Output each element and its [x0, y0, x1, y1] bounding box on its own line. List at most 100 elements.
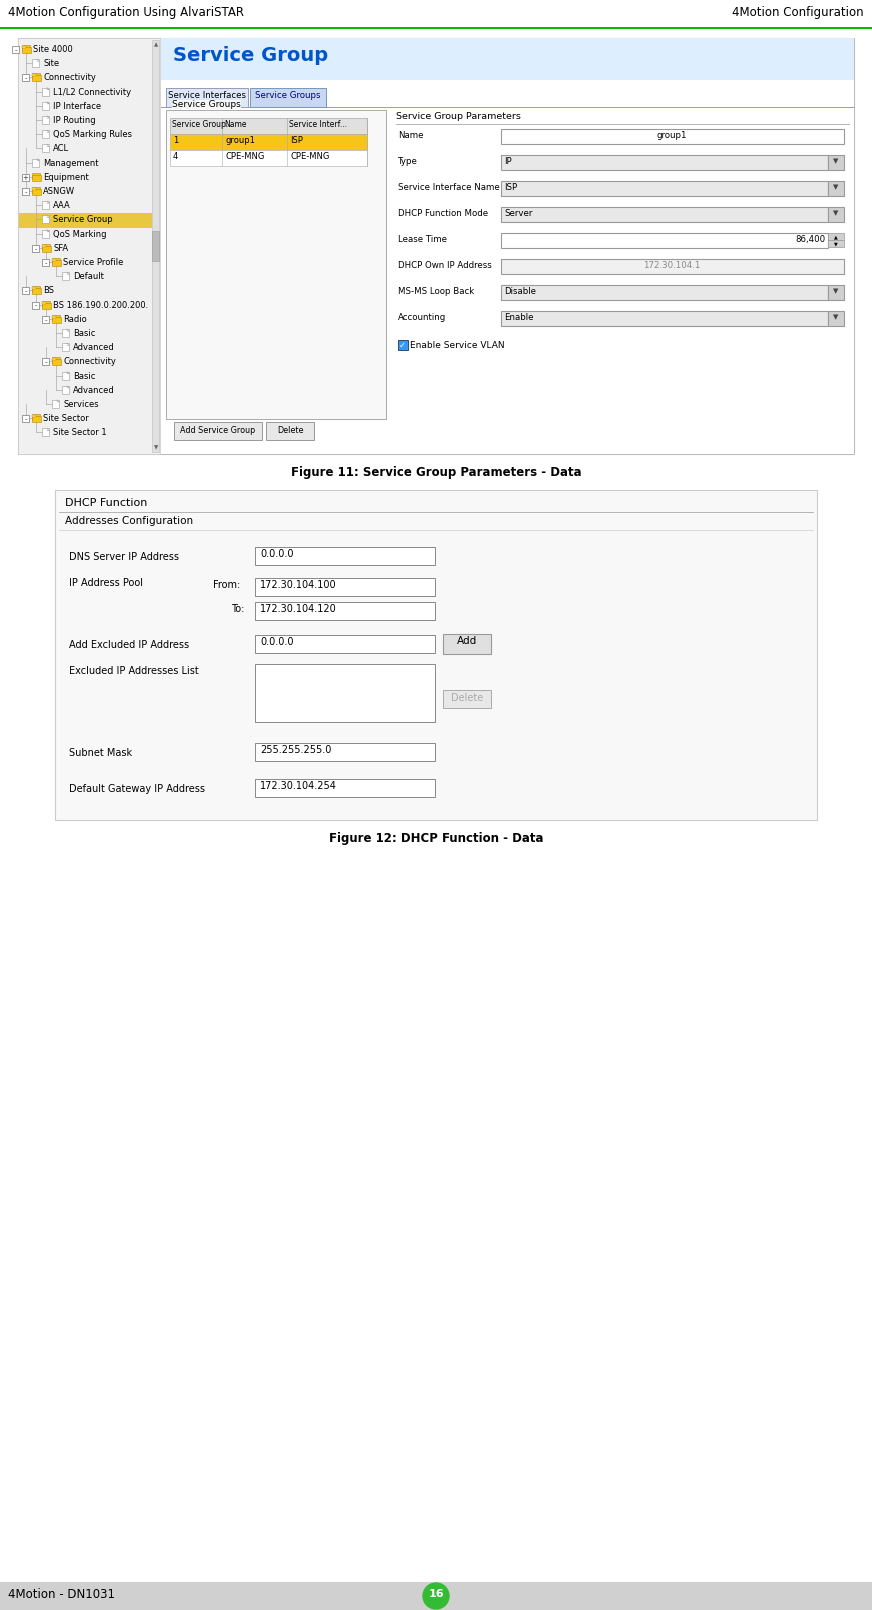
Bar [22, 174, 29, 180]
Bar [501, 311, 828, 325]
Bar [62, 328, 69, 336]
Text: -: - [24, 417, 27, 422]
Bar [32, 415, 36, 417]
Text: -: - [44, 359, 47, 365]
Text: 255.255.255.0: 255.255.255.0 [260, 745, 331, 755]
Text: IP Routing: IP Routing [53, 116, 96, 126]
Text: Server: Server [504, 209, 533, 217]
Bar [42, 101, 49, 109]
Text: IP: IP [504, 158, 512, 166]
Bar [62, 372, 69, 380]
Text: group1: group1 [657, 130, 687, 140]
Bar [19, 214, 152, 227]
Text: Services: Services [63, 399, 99, 409]
Bar [152, 40, 159, 452]
Text: Management: Management [43, 159, 99, 167]
Bar [32, 74, 40, 79]
Bar [32, 288, 41, 295]
Text: ▼: ▼ [834, 288, 839, 295]
Bar [62, 386, 69, 394]
Bar [32, 187, 40, 193]
Bar [266, 422, 314, 440]
Bar [42, 301, 50, 306]
Bar [32, 188, 41, 195]
Text: -: - [24, 288, 27, 295]
Text: To:: To: [231, 604, 244, 613]
Text: Addresses Configuration: Addresses Configuration [65, 515, 193, 526]
Bar [52, 258, 60, 264]
Text: L1/L2 Connectivity: L1/L2 Connectivity [53, 87, 131, 97]
Bar [255, 578, 435, 596]
Text: Site Sector: Site Sector [43, 414, 89, 423]
Bar [0, 1583, 872, 1610]
Text: Add Excluded IP Address: Add Excluded IP Address [69, 641, 189, 650]
Text: 172.30.104.254: 172.30.104.254 [260, 781, 337, 791]
Text: Site: Site [43, 60, 59, 68]
Text: Figure 12: DHCP Function - Data: Figure 12: DHCP Function - Data [329, 832, 543, 845]
Bar [32, 417, 41, 422]
Text: Connectivity: Connectivity [63, 357, 116, 367]
Text: ▼: ▼ [834, 209, 839, 216]
Bar [32, 288, 36, 290]
Text: Add Service Group: Add Service Group [181, 427, 255, 435]
Text: Type: Type [398, 158, 418, 166]
Bar [42, 116, 49, 124]
Text: Service Group Parameters: Service Group Parameters [396, 113, 521, 121]
Text: ISP: ISP [504, 184, 517, 192]
Text: Disable: Disable [504, 287, 536, 296]
Text: CPE-MNG: CPE-MNG [225, 151, 264, 161]
Text: -: - [14, 47, 17, 53]
Bar [161, 39, 854, 454]
Bar [42, 245, 46, 246]
Text: DHCP Function Mode: DHCP Function Mode [398, 209, 488, 217]
Text: Default: Default [73, 272, 104, 282]
Bar [42, 216, 49, 224]
Bar [52, 357, 60, 364]
Bar [22, 288, 29, 295]
Text: -: - [44, 259, 47, 266]
Bar [161, 39, 854, 80]
Text: Site Sector 1: Site Sector 1 [53, 428, 106, 438]
Bar [828, 240, 844, 246]
Bar [828, 233, 844, 240]
Text: ACL: ACL [53, 145, 69, 153]
Text: 0.0.0.0: 0.0.0.0 [260, 549, 294, 559]
Text: DNS Server IP Address: DNS Server IP Address [69, 552, 179, 562]
Text: IP Address Pool: IP Address Pool [69, 578, 143, 588]
Bar [22, 45, 30, 52]
Bar [42, 201, 49, 209]
Bar [32, 76, 41, 82]
Bar [32, 175, 41, 180]
Text: BS 186.190.0.200.200.: BS 186.190.0.200.200. [53, 301, 148, 309]
Text: 4Motion Configuration Using AlvariSTAR: 4Motion Configuration Using AlvariSTAR [8, 6, 244, 19]
Bar [12, 47, 19, 53]
Text: Name: Name [224, 121, 247, 129]
Text: -: - [44, 317, 47, 322]
Bar [32, 159, 39, 166]
Bar [52, 399, 59, 407]
Bar [152, 230, 159, 261]
Bar [255, 779, 435, 797]
Text: 4Motion Configuration: 4Motion Configuration [732, 6, 864, 19]
Bar [22, 415, 29, 422]
Bar [62, 343, 69, 351]
Bar [501, 259, 844, 274]
Text: Service Interfaces: Service Interfaces [168, 92, 246, 100]
Text: 172.30.104.100: 172.30.104.100 [260, 580, 337, 589]
Bar [255, 602, 435, 620]
Bar [42, 243, 50, 250]
Bar [22, 74, 29, 82]
Text: Service Groups: Service Groups [255, 92, 321, 100]
Text: -: - [24, 76, 27, 82]
Text: 0.0.0.0: 0.0.0.0 [260, 638, 294, 647]
Bar [42, 145, 49, 153]
Bar [42, 259, 49, 266]
Text: Delete: Delete [276, 427, 303, 435]
Text: ✓: ✓ [399, 341, 406, 349]
Text: DHCP Function: DHCP Function [65, 497, 147, 509]
Text: CPE-MNG: CPE-MNG [290, 151, 330, 161]
Text: Equipment: Equipment [43, 172, 89, 182]
Text: Enable Service VLAN: Enable Service VLAN [410, 341, 505, 349]
Bar [18, 39, 160, 454]
Text: -: - [24, 188, 27, 195]
